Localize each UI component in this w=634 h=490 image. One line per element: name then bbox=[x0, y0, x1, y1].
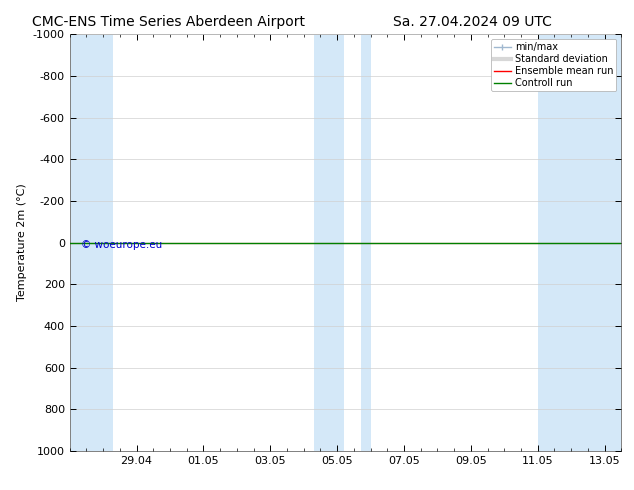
Bar bbox=[70, 34, 113, 451]
Bar bbox=[314, 34, 344, 451]
Y-axis label: Temperature 2m (°C): Temperature 2m (°C) bbox=[17, 184, 27, 301]
Text: Sa. 27.04.2024 09 UTC: Sa. 27.04.2024 09 UTC bbox=[393, 15, 552, 29]
Bar bbox=[538, 34, 621, 451]
Legend: min/max, Standard deviation, Ensemble mean run, Controll run: min/max, Standard deviation, Ensemble me… bbox=[491, 39, 616, 91]
Text: CMC-ENS Time Series Aberdeen Airport: CMC-ENS Time Series Aberdeen Airport bbox=[32, 15, 305, 29]
Bar bbox=[361, 34, 371, 451]
Text: © woeurope.eu: © woeurope.eu bbox=[81, 241, 162, 250]
